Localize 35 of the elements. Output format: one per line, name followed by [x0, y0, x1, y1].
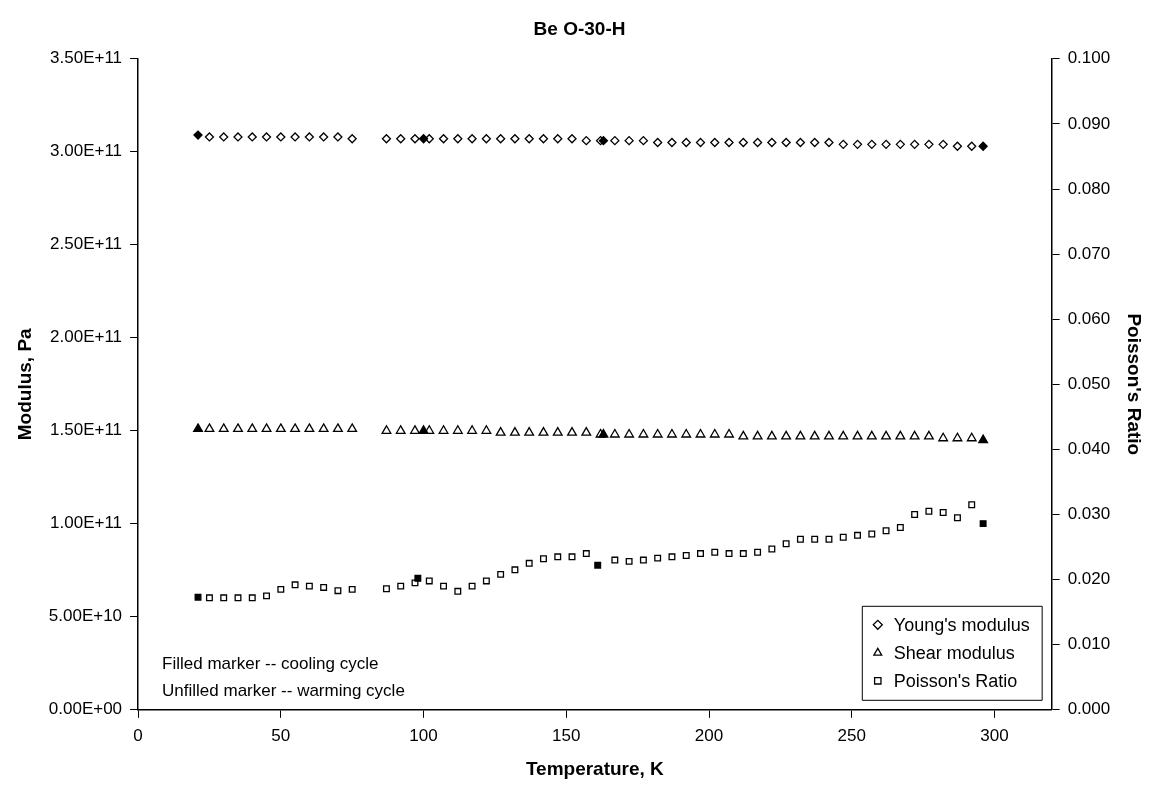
annotation: Unfilled marker -- warming cycle: [162, 680, 405, 700]
y2-tick-label: 0.080: [1067, 178, 1111, 198]
annotation: Filled marker -- cooling cycle: [162, 653, 379, 673]
legend-label: Shear modulus: [893, 642, 1015, 663]
x-tick-label: 0: [133, 725, 143, 745]
y-axis-title: Modulus, Pa: [13, 327, 35, 441]
y2-tick-label: 0.040: [1067, 439, 1111, 459]
y2-tick-label: 0.030: [1067, 504, 1111, 524]
chart-title: Be O-30-H: [533, 17, 626, 39]
x-tick-label: 300: [980, 725, 1009, 745]
y2-tick-label: 0.010: [1067, 634, 1111, 654]
y-tick-label: 0.00E+00: [48, 699, 123, 719]
x-tick-label: 150: [552, 725, 581, 745]
legend-label: Poisson's Ratio: [893, 670, 1018, 691]
y-tick-label: 3.00E+11: [50, 141, 123, 161]
x-tick-label: 100: [409, 725, 438, 745]
x-tick-label: 200: [694, 725, 724, 745]
y-tick-label: 5.00E+10: [48, 606, 123, 626]
y-tick-label: 1.50E+11: [50, 420, 123, 440]
y-tick-label: 2.50E+11: [50, 234, 123, 254]
y2-tick-label: 0.050: [1067, 373, 1111, 393]
y2-tick-label: 0.090: [1067, 113, 1111, 133]
x-tick-label: 50: [271, 725, 291, 745]
x-axis-title: Temperature, K: [525, 757, 665, 779]
y-tick-label: 3.50E+11: [50, 48, 123, 68]
y-tick-label: 2.00E+11: [50, 327, 123, 347]
y2-tick-label: 0.060: [1067, 308, 1111, 328]
y2-tick-label: 0.020: [1067, 569, 1111, 589]
y2-tick-label: 0.100: [1067, 48, 1111, 68]
legend-label: Young's modulus: [893, 614, 1030, 635]
y2-tick-label: 0.000: [1067, 699, 1111, 719]
y2-tick-label: 0.070: [1067, 243, 1111, 263]
x-tick-label: 250: [837, 725, 866, 745]
y-tick-label: 1.00E+11: [50, 513, 123, 533]
y2-axis-title: Poisson's Ratio: [1124, 313, 1146, 456]
